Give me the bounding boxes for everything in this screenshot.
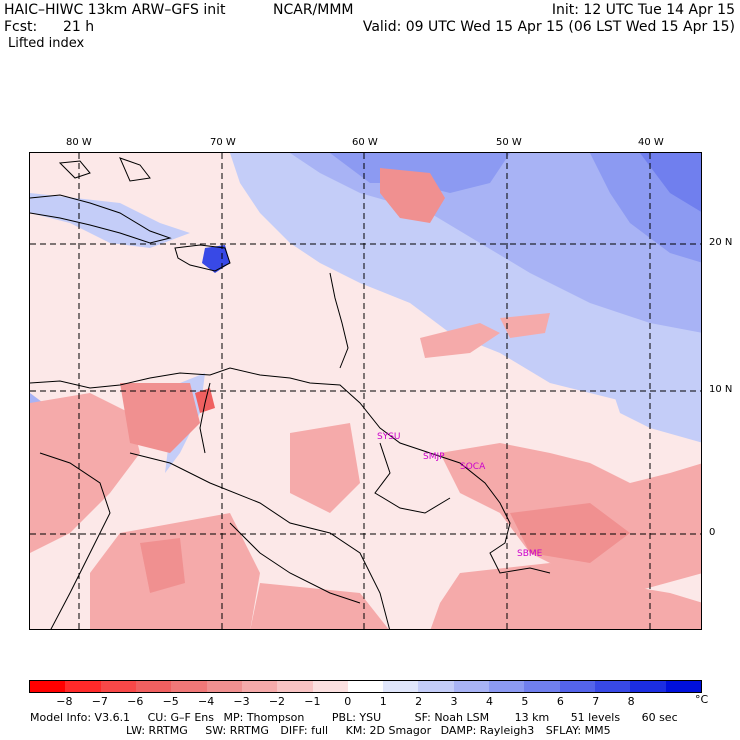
color-scale-tick-label: −1 [304,695,321,708]
sflay-info: SFLAY: MM5 [545,724,611,737]
color-swatch [595,681,631,692]
color-swatch [30,681,66,692]
color-scale-tick-label: 3 [450,695,458,708]
station-label-sysu: SYSU [377,432,401,442]
color-swatch [100,681,136,692]
colorbar-unit: °C [695,693,709,706]
levels-info: 51 levels [570,711,621,724]
unstable-patch-north [380,168,445,223]
color-swatch [171,681,207,692]
graticule [30,153,701,629]
org-label: NCAR/MMM [273,2,354,18]
color-scale-tick-label: −2 [268,695,286,708]
stable-spot-hispaniola [202,245,230,273]
station-label-soca: SOCA [460,462,486,472]
damp-info: DAMP: Rayleigh3 [440,724,535,737]
fcst-value: 21 h [63,19,95,35]
sf-info: SF: Noah LSM [414,711,490,724]
stable-region-caribbean-west [30,193,190,248]
fcst-label: Fcst: [4,19,38,35]
color-scale-tick-label: 2 [415,695,423,708]
color-scale-tick-label: 8 [627,695,635,708]
color-swatch [312,681,348,692]
color-scale-tick-label: −7 [91,695,108,708]
cu-info: CU: G–F Ens [147,711,214,724]
color-swatch [630,681,666,692]
color-scale-tick-label: 4 [485,695,493,708]
color-scale-tick-label: −3 [233,695,250,708]
lat-label-20n: 20 N [709,237,733,248]
lw-info: LW: RRTMG [126,724,188,737]
color-scale-tick-label: 6 [556,695,564,708]
color-swatch [524,681,560,692]
valid-time: Valid: 09 UTC Wed 15 Apr 15 (06 LST Wed … [362,19,735,35]
color-swatch [665,681,701,692]
color-swatch [65,681,101,692]
color-scale-tick-label: −8 [56,695,73,708]
station-label-sbme: SBME [517,549,543,559]
field-name: Lifted index [8,36,85,51]
lon-label-60w: 60 W [352,137,378,148]
timestep-info: 60 sec [641,711,678,724]
map-canvas [30,153,701,629]
lon-label-50w: 50 W [496,137,522,148]
lon-label-80w: 80 W [66,137,92,148]
sw-info: SW: RRTMG [205,724,269,737]
color-scale-tick-label: 5 [521,695,529,708]
resolution-info: 13 km [514,711,550,724]
coastlines [30,157,551,629]
color-swatch [241,681,278,692]
color-swatch [206,681,242,692]
color-swatch [453,681,490,692]
color-scale-tick-label: −5 [162,695,179,708]
color-scale-tick-label: 0 [344,695,352,708]
color-swatch [418,681,454,692]
color-scale-tick-label: −4 [197,695,215,708]
lat-label-10n: 10 N [709,384,733,395]
footer-line1: Model Info: V3.6.1 CU: G–F Ens MP: Thomp… [30,712,678,724]
color-scale-tick-label: 7 [592,695,600,708]
lat-label-0: 0 [709,527,716,538]
color-swatch [347,681,384,692]
color-scale-bar [29,680,702,693]
lon-label-70w: 70 W [210,137,236,148]
color-scale-tick-label: −6 [127,695,144,708]
km-info: KM: 2D Smagor [345,724,432,737]
lifted-index-map [29,152,702,630]
mp-info: MP: Thompson [223,711,305,724]
color-swatch [277,681,313,692]
model-info: Model Info: V3.6.1 [30,711,131,724]
model-title: HAIC–HIWC 13km ARW–GFS init [4,2,226,18]
color-swatch [135,681,172,692]
footer-line2: LW: RRTMG SW: RRTMG DIFF: full KM: 2D Sm… [126,725,611,737]
color-swatch [489,681,525,692]
color-swatch [559,681,595,692]
init-time: Init: 12 UTC Tue 14 Apr 15 [551,2,735,18]
color-swatch [383,681,419,692]
color-scale-tick-label: 1 [379,695,387,708]
pbl-info: PBL: YSU [331,711,382,724]
lon-label-40w: 40 W [638,137,664,148]
diff-info: DIFF: full [280,724,329,737]
station-label-smjp: SMJP [423,452,445,462]
